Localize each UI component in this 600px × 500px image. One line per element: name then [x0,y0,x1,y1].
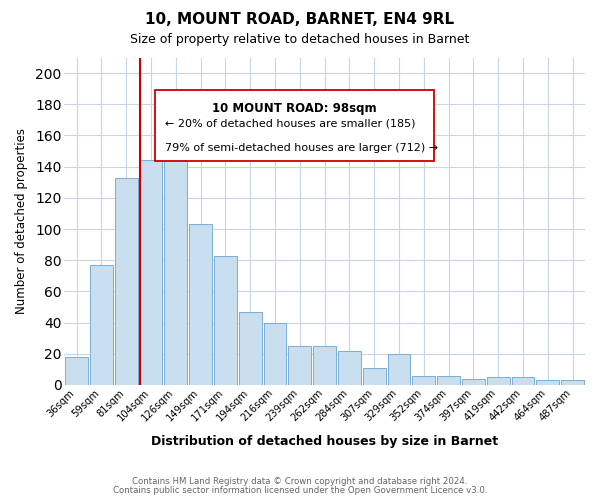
X-axis label: Distribution of detached houses by size in Barnet: Distribution of detached houses by size … [151,434,498,448]
Bar [90,265,113,385]
Bar [363,368,386,385]
Text: 79% of semi-detached houses are larger (712) →: 79% of semi-detached houses are larger (… [165,143,438,153]
Bar [313,346,336,385]
Text: 10, MOUNT ROAD, BARNET, EN4 9RL: 10, MOUNT ROAD, BARNET, EN4 9RL [145,12,455,28]
Bar [164,129,187,385]
Bar [140,160,163,385]
Text: ← 20% of detached houses are smaller (185): ← 20% of detached houses are smaller (18… [165,118,415,128]
Bar [189,224,212,385]
FancyBboxPatch shape [155,90,434,160]
Bar [412,376,435,385]
Bar [437,376,460,385]
Bar [462,379,485,385]
Bar [65,357,88,385]
Text: Size of property relative to detached houses in Barnet: Size of property relative to detached ho… [130,32,470,46]
Text: Contains public sector information licensed under the Open Government Licence v3: Contains public sector information licen… [113,486,487,495]
Bar [263,322,286,385]
Bar [115,178,137,385]
Bar [388,354,410,385]
Bar [239,312,262,385]
Bar [512,377,535,385]
Bar [487,377,509,385]
Text: 10 MOUNT ROAD: 98sqm: 10 MOUNT ROAD: 98sqm [212,102,377,114]
Y-axis label: Number of detached properties: Number of detached properties [15,128,28,314]
Bar [338,350,361,385]
Bar [289,346,311,385]
Text: Contains HM Land Registry data © Crown copyright and database right 2024.: Contains HM Land Registry data © Crown c… [132,477,468,486]
Bar [536,380,559,385]
Bar [214,256,237,385]
Bar [561,380,584,385]
